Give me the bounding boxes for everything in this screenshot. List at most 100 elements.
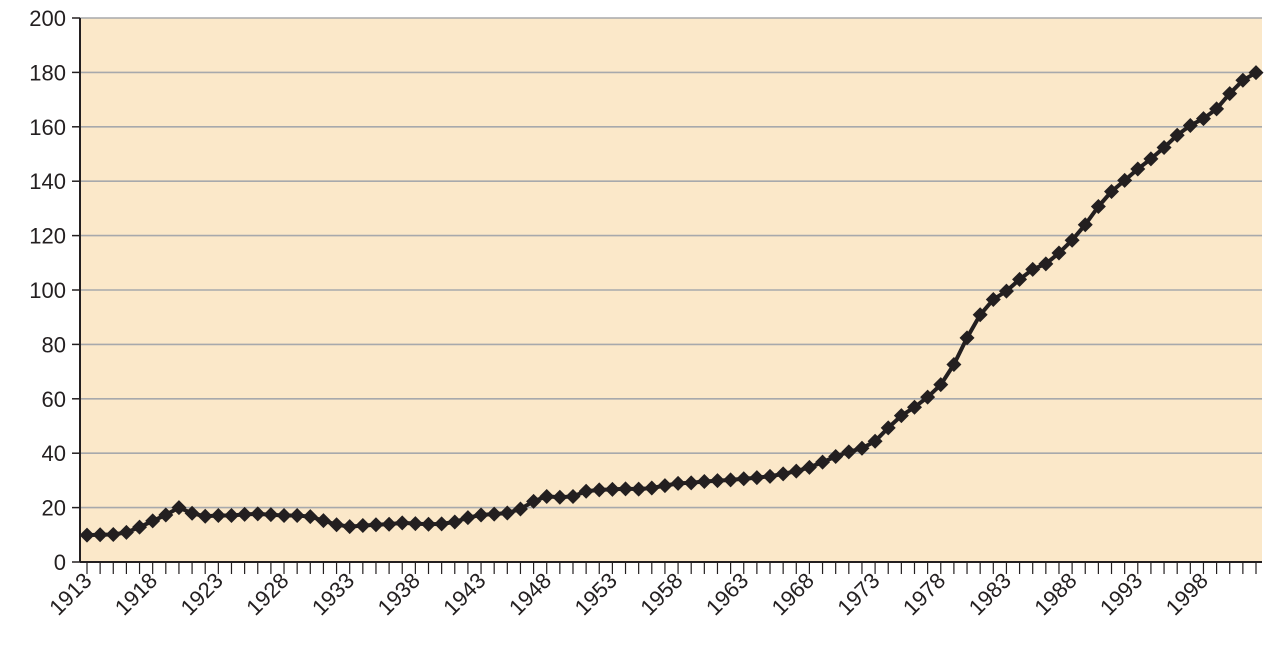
x-tick-label-1978: 1978 <box>898 568 950 620</box>
x-tick-label-1993: 1993 <box>1095 568 1147 620</box>
data-point-1994 <box>1143 151 1159 167</box>
gridlines <box>72 17 1262 563</box>
x-tick-label-1963: 1963 <box>701 568 753 620</box>
data-point-1920 <box>171 500 187 516</box>
data-point-1986 <box>1038 256 1054 272</box>
data-point-1952 <box>591 482 607 498</box>
x-tick-label-1913: 1913 <box>44 568 96 620</box>
data-point-1977 <box>920 389 936 405</box>
data-point-1914 <box>92 527 108 543</box>
data-point-1976 <box>906 399 922 415</box>
data-point-1988 <box>1064 232 1080 248</box>
data-point-1936 <box>381 516 397 532</box>
data-point-1979 <box>946 357 962 373</box>
data-point-1989 <box>1077 217 1093 233</box>
data-point-1971 <box>841 444 857 460</box>
axes <box>79 18 1262 574</box>
data-point-1925 <box>237 506 253 522</box>
data-point-1958 <box>670 475 686 491</box>
y-tick-label-60: 60 <box>42 387 66 412</box>
data-point-1982 <box>985 292 1001 308</box>
data-point-1969 <box>815 454 831 470</box>
data-point-1945 <box>499 505 515 521</box>
data-point-1973 <box>867 433 883 449</box>
data-point-1935 <box>368 517 384 533</box>
data-point-1933 <box>342 519 358 535</box>
x-tick-label-1958: 1958 <box>635 568 687 620</box>
y-tick-label-20: 20 <box>42 496 66 521</box>
data-point-1919 <box>158 507 174 523</box>
data-point-1934 <box>355 518 371 534</box>
data-point-1987 <box>1051 245 1067 261</box>
data-point-1915 <box>105 527 121 543</box>
x-axis-tick-labels: 1913 1918 1923 1928 1933 1938 1943 1948 1953 1958… <box>44 568 1213 620</box>
y-tick-label-200: 200 <box>29 6 66 31</box>
data-point-1947 <box>526 493 542 509</box>
data-point-1968 <box>801 459 817 475</box>
data-point-1953 <box>604 481 620 497</box>
data-point-1946 <box>512 501 528 517</box>
data-point-1962 <box>723 472 739 488</box>
data-point-1951 <box>578 483 594 499</box>
data-point-1983 <box>998 283 1014 299</box>
data-point-1944 <box>486 506 502 522</box>
data-point-1950 <box>565 488 581 504</box>
data-point-1941 <box>447 514 463 530</box>
data-point-1980 <box>959 330 975 346</box>
data-point-1992 <box>1117 172 1133 188</box>
data-point-1943 <box>473 507 489 523</box>
data-point-1959 <box>683 475 699 491</box>
data-point-1939 <box>421 516 437 532</box>
data-point-1922 <box>197 508 213 524</box>
data-point-2000 <box>1222 86 1238 102</box>
x-tick-label-1998: 1998 <box>1161 568 1213 620</box>
data-point-1938 <box>407 516 423 532</box>
data-point-1975 <box>893 408 909 424</box>
data-point-1999 <box>1209 101 1225 117</box>
y-tick-label-180: 180 <box>29 60 66 85</box>
data-point-1961 <box>709 473 725 489</box>
data-point-1972 <box>854 440 870 456</box>
data-point-1985 <box>1025 261 1041 277</box>
x-tick-label-1983: 1983 <box>964 568 1016 620</box>
data-point-1960 <box>696 473 712 489</box>
data-point-1991 <box>1104 184 1120 200</box>
data-point-1926 <box>250 506 266 522</box>
y-axis-tick-labels: 0 20 40 60 80 100 120 140 160 180 200 <box>29 6 66 575</box>
data-point-1924 <box>223 507 239 523</box>
x-tick-label-1968: 1968 <box>767 568 819 620</box>
data-point-1981 <box>972 307 988 323</box>
y-tick-label-80: 80 <box>42 332 66 357</box>
data-point-1948 <box>539 488 555 504</box>
data-point-1918 <box>145 513 161 529</box>
data-point-1970 <box>828 448 844 464</box>
data-point-1928 <box>276 507 292 523</box>
data-point-1949 <box>552 489 568 505</box>
data-point-1930 <box>302 509 318 525</box>
data-point-1974 <box>880 420 896 436</box>
x-tick-label-1953: 1953 <box>570 568 622 620</box>
data-point-1929 <box>289 507 305 523</box>
data-point-1995 <box>1156 139 1172 155</box>
data-point-1957 <box>657 478 673 494</box>
data-point-1932 <box>329 517 345 533</box>
data-point-1921 <box>184 505 200 521</box>
data-point-1923 <box>210 507 226 523</box>
x-tick-label-1923: 1923 <box>176 568 228 620</box>
data-point-1954 <box>618 481 634 497</box>
data-point-1966 <box>775 466 791 482</box>
x-tick-label-1918: 1918 <box>110 568 162 620</box>
y-tick-label-120: 120 <box>29 224 66 249</box>
y-tick-label-40: 40 <box>42 441 66 466</box>
data-point-1967 <box>788 463 804 479</box>
data-point-1942 <box>460 510 476 526</box>
data-point-1931 <box>315 513 331 529</box>
data-point-1940 <box>434 516 450 532</box>
x-tick-label-1988: 1988 <box>1029 568 1081 620</box>
data-point-1956 <box>644 480 660 496</box>
data-point-1993 <box>1130 161 1146 177</box>
data-point-1955 <box>631 481 647 497</box>
x-tick-label-1973: 1973 <box>832 568 884 620</box>
data-point-1917 <box>132 519 148 535</box>
